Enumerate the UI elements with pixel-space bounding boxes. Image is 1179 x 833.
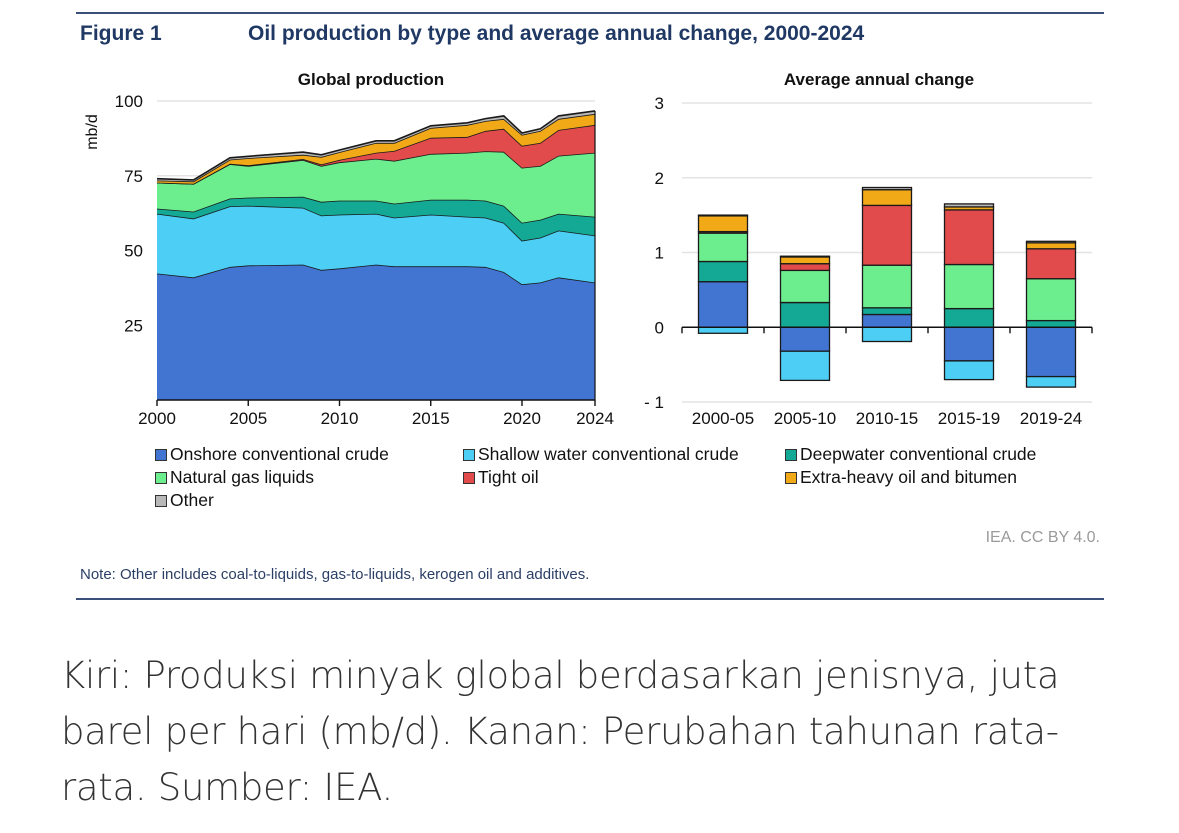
bar-onshore-2010-15 (861, 313, 913, 328)
bar-other-2000-05 (697, 214, 749, 217)
bar-other-2019-24 (1025, 240, 1077, 244)
area-deepwater (157, 196, 595, 241)
bar-tight-2010-15 (861, 204, 913, 266)
legend-label: Natural gas liquids (170, 467, 314, 487)
legend-label: Tight oil (478, 467, 539, 487)
left-y-tick-label: 50 (124, 242, 143, 261)
bar-shallow-2015-19 (943, 360, 995, 381)
bottom-rule (76, 598, 1104, 600)
left-x-tick-label: 2000 (138, 409, 176, 428)
right-x-tick-label: 2000-05 (692, 409, 754, 428)
right-y-tick-label: 2 (655, 169, 664, 188)
bar-deepwater-2000-05 (697, 260, 749, 283)
legend-swatch-tight (463, 471, 475, 484)
left-x-tick-label: 2005 (229, 409, 267, 428)
charts-canvas: Global production Average annual change … (84, 70, 1093, 428)
right-x-tick-label: 2019-24 (1020, 409, 1082, 428)
legend-swatch-ngl (155, 471, 167, 484)
right-x-tick-label: 2010-15 (856, 409, 918, 428)
bar-ngl-2010-15 (861, 264, 913, 309)
bar-ngl-2019-24 (1025, 278, 1077, 322)
bar-extraheavy-2019-24 (1025, 242, 1077, 250)
bar-extraheavy-2005-10 (779, 256, 831, 265)
legend-label: Extra-heavy oil and bitumen (800, 467, 1017, 487)
caption-text: Kiri: Produksi minyak global berdasarkan… (61, 654, 1060, 809)
bar-shallow-2019-24 (1025, 375, 1077, 388)
area-ngl (157, 151, 595, 223)
area-shallow (157, 205, 595, 285)
legend-swatch-extraheavy (785, 471, 797, 484)
bar-other-2015-19 (943, 203, 995, 208)
left-y-axis-label: mb/d (84, 114, 101, 150)
legend-item-onshore: Onshore conventional crude (155, 444, 389, 465)
bar-tight-2015-19 (943, 209, 995, 266)
figure-title: Oil production by type and average annua… (248, 22, 865, 45)
bar-ngl-2000-05 (697, 232, 749, 263)
area-extraheavy (157, 113, 595, 184)
legend-swatch-other (155, 494, 167, 507)
area-edge-other (156, 110, 596, 181)
legend-label: Other (170, 490, 214, 510)
bar-deepwater-2015-19 (943, 307, 995, 328)
right-y-tick-label: 0 (655, 318, 664, 337)
legend-item-shallow: Shallow water conventional crude (463, 444, 739, 465)
bar-onshore-2015-19 (943, 326, 995, 362)
bar-other-2005-10 (779, 255, 831, 258)
legend-swatch-shallow (463, 448, 475, 461)
legend-item-other: Other (155, 490, 214, 511)
bar-deepwater-2005-10 (779, 301, 831, 328)
left-x-tick-label: 2020 (503, 409, 541, 428)
right-y-tick-label: - 1 (644, 393, 664, 412)
top-rule (76, 12, 1104, 14)
legend-label: Onshore conventional crude (170, 444, 389, 464)
left-chart-title: Global production (298, 70, 444, 89)
figure-label: Figure 1 (80, 22, 162, 45)
right-y-tick-label: 1 (655, 244, 664, 263)
legend-label: Shallow water conventional crude (478, 444, 739, 464)
bar-tight-2019-24 (1025, 248, 1077, 280)
bar-shallow-2000-05 (697, 326, 749, 334)
legend-swatch-deepwater (785, 448, 797, 461)
area-onshore (157, 264, 595, 400)
left-x-tick-label: 2015 (412, 409, 450, 428)
bar-onshore-2000-05 (697, 281, 749, 328)
legend-item-ngl: Natural gas liquids (155, 467, 314, 488)
bar-ngl-2015-19 (943, 263, 995, 310)
bar-other-2010-15 (861, 186, 913, 191)
bar-deepwater-2010-15 (861, 307, 913, 316)
bar-shallow-2010-15 (861, 326, 913, 343)
bar-onshore-2019-24 (1025, 326, 1077, 378)
bar-extraheavy-2010-15 (861, 189, 913, 207)
left-x-tick-label: 2024 (576, 409, 614, 428)
bar-tight-2005-10 (779, 263, 831, 272)
bar-deepwater-2019-24 (1025, 319, 1077, 328)
right-x-tick-label: 2005-10 (774, 409, 836, 428)
right-x-tick-label: 2015-19 (938, 409, 1000, 428)
right-chart-title: Average annual change (784, 70, 974, 89)
left-y-tick-label: 75 (124, 167, 143, 186)
right-y-tick-label: 3 (655, 94, 664, 113)
bar-ngl-2005-10 (779, 269, 831, 304)
left-y-tick-label: 100 (115, 92, 143, 111)
bar-onshore-2005-10 (779, 326, 831, 352)
credit-text: IEA. CC BY 4.0. (985, 529, 1100, 546)
note-text: Note: Other includes coal-to-liquids, ga… (80, 566, 590, 583)
legend-label: Deepwater conventional crude (800, 444, 1037, 464)
legend-item-deepwater: Deepwater conventional crude (785, 444, 1036, 465)
legend-item-extraheavy: Extra-heavy oil and bitumen (785, 467, 1017, 488)
legend-swatch-onshore (155, 448, 167, 461)
bar-extraheavy-2000-05 (697, 215, 749, 233)
legend-item-tight: Tight oil (463, 467, 539, 488)
left-x-tick-label: 2010 (321, 409, 359, 428)
area-tight (157, 124, 595, 184)
bar-shallow-2005-10 (779, 350, 831, 382)
left-y-tick-label: 25 (124, 316, 143, 335)
